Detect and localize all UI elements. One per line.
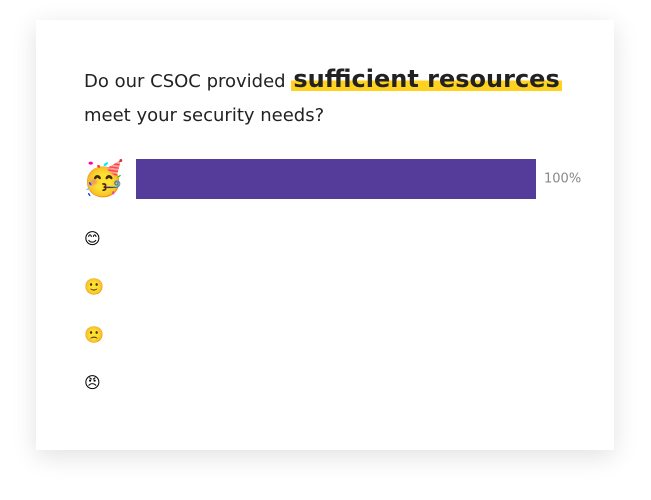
question-end: meet your security needs? <box>84 105 325 126</box>
option-emoji: 😊 <box>84 229 101 248</box>
bar <box>136 159 536 199</box>
option-emoji: 🥳 <box>82 159 125 199</box>
option-emoji: 🙁 <box>84 325 104 344</box>
question-highlight: sufficient resources <box>291 65 562 93</box>
question-start: Do our CSOC provided <box>84 71 286 92</box>
option-emoji: 😠 <box>84 373 101 392</box>
value-label: 100% <box>544 171 582 187</box>
option-emoji: 🙂 <box>84 277 104 296</box>
question: Do our CSOC provided sufficient resource… <box>84 62 584 133</box>
